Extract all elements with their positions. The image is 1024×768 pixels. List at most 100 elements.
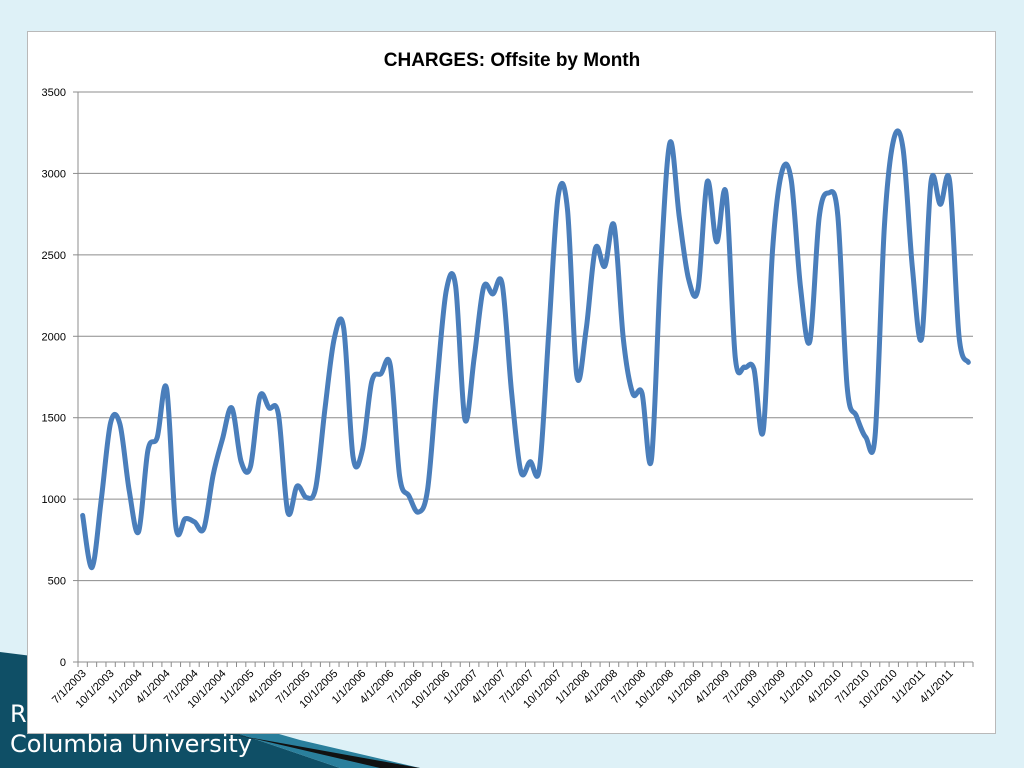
data-point <box>389 365 391 367</box>
data-point <box>511 391 513 393</box>
data-point <box>501 283 503 285</box>
data-point <box>967 361 969 363</box>
y-tick-label: 3500 <box>42 87 66 99</box>
data-point <box>315 487 317 489</box>
data-point <box>380 373 382 375</box>
data-point <box>259 396 261 398</box>
data-point <box>520 470 522 472</box>
data-point <box>613 225 615 227</box>
data-point <box>865 436 867 438</box>
data-point <box>184 518 186 520</box>
data-point <box>110 422 112 424</box>
data-point <box>240 461 242 463</box>
data-point <box>893 138 895 140</box>
data-point <box>333 337 335 339</box>
data-point <box>902 148 904 150</box>
data-point <box>688 278 690 280</box>
data-point <box>800 286 802 288</box>
data-point <box>361 449 363 451</box>
data-point <box>585 329 587 331</box>
data-point <box>408 495 410 497</box>
data-point <box>622 339 624 341</box>
data-point <box>305 497 307 499</box>
data-point <box>604 265 606 267</box>
data-point <box>343 327 345 329</box>
data-point <box>427 488 429 490</box>
data-point <box>212 474 214 476</box>
data-point <box>436 383 438 385</box>
data-point <box>911 267 913 269</box>
y-tick-label: 1500 <box>42 413 66 425</box>
data-point <box>222 438 224 440</box>
data-point <box>641 392 643 394</box>
data-point <box>594 247 596 249</box>
data-point <box>268 407 270 409</box>
data-point <box>473 356 475 358</box>
data-point <box>846 386 848 388</box>
data-point <box>762 430 764 432</box>
data-point <box>399 475 401 477</box>
data-point <box>483 286 485 288</box>
data-point <box>119 423 121 425</box>
y-tick-label: 1000 <box>42 494 66 506</box>
axes <box>73 91 974 667</box>
data-point <box>138 531 140 533</box>
data-point <box>371 381 373 383</box>
y-tick-label: 3000 <box>42 168 66 180</box>
data-point <box>669 141 671 143</box>
y-tick-label: 500 <box>48 576 66 588</box>
data-point <box>939 203 941 205</box>
x-tick-labels: 7/1/200310/1/20031/1/20044/1/20047/1/200… <box>50 668 956 711</box>
data-point <box>874 435 876 437</box>
footer-text-line-2: Columbia University <box>10 730 253 758</box>
data-point <box>324 407 326 409</box>
data-point <box>753 368 755 370</box>
series-layer <box>80 128 971 571</box>
data-point <box>277 413 279 415</box>
y-tick-labels: 0 500 1000 1500 2000 2500 3000 3500 <box>42 87 66 669</box>
data-point <box>352 456 354 458</box>
data-point <box>697 288 699 290</box>
data-point <box>576 374 578 376</box>
data-point <box>231 407 233 409</box>
data-point <box>678 216 680 218</box>
data-point <box>156 436 158 438</box>
data-point <box>818 216 820 218</box>
data-point <box>548 330 550 332</box>
data-point <box>725 192 727 194</box>
data-point <box>958 335 960 337</box>
data-point <box>716 241 718 243</box>
data-point <box>417 511 419 513</box>
data-point <box>781 171 783 173</box>
data-point <box>538 467 540 469</box>
data-point <box>492 293 494 295</box>
chart-panel: CHARGES: Offsite by Month 0 500 1000 1500 20… <box>27 31 996 734</box>
gridlines <box>78 91 973 582</box>
data-point <box>744 366 746 368</box>
y-tick-label: 2000 <box>42 331 66 343</box>
data-point <box>837 215 839 217</box>
data-point <box>287 511 289 513</box>
data-point <box>809 340 811 342</box>
data-point <box>128 490 130 492</box>
data-point <box>203 527 205 529</box>
data-point <box>566 208 568 210</box>
data-point <box>166 387 168 389</box>
data-point <box>949 181 951 183</box>
y-tick-label: 2500 <box>42 250 66 262</box>
series-line <box>80 128 971 571</box>
data-point <box>82 514 84 516</box>
footer-text-line-1: R <box>10 700 27 728</box>
data-point <box>734 356 736 358</box>
y-tick-label: 0 <box>60 657 66 669</box>
data-point <box>445 290 447 292</box>
data-point <box>249 466 251 468</box>
data-point <box>91 567 93 569</box>
data-point <box>557 195 559 197</box>
data-point <box>147 449 149 451</box>
data-point <box>790 179 792 181</box>
data-point <box>632 392 634 394</box>
data-point <box>827 192 829 194</box>
data-point <box>100 498 102 500</box>
chart-svg: CHARGES: Offsite by Month 0 500 1000 1500 20… <box>42 50 974 711</box>
